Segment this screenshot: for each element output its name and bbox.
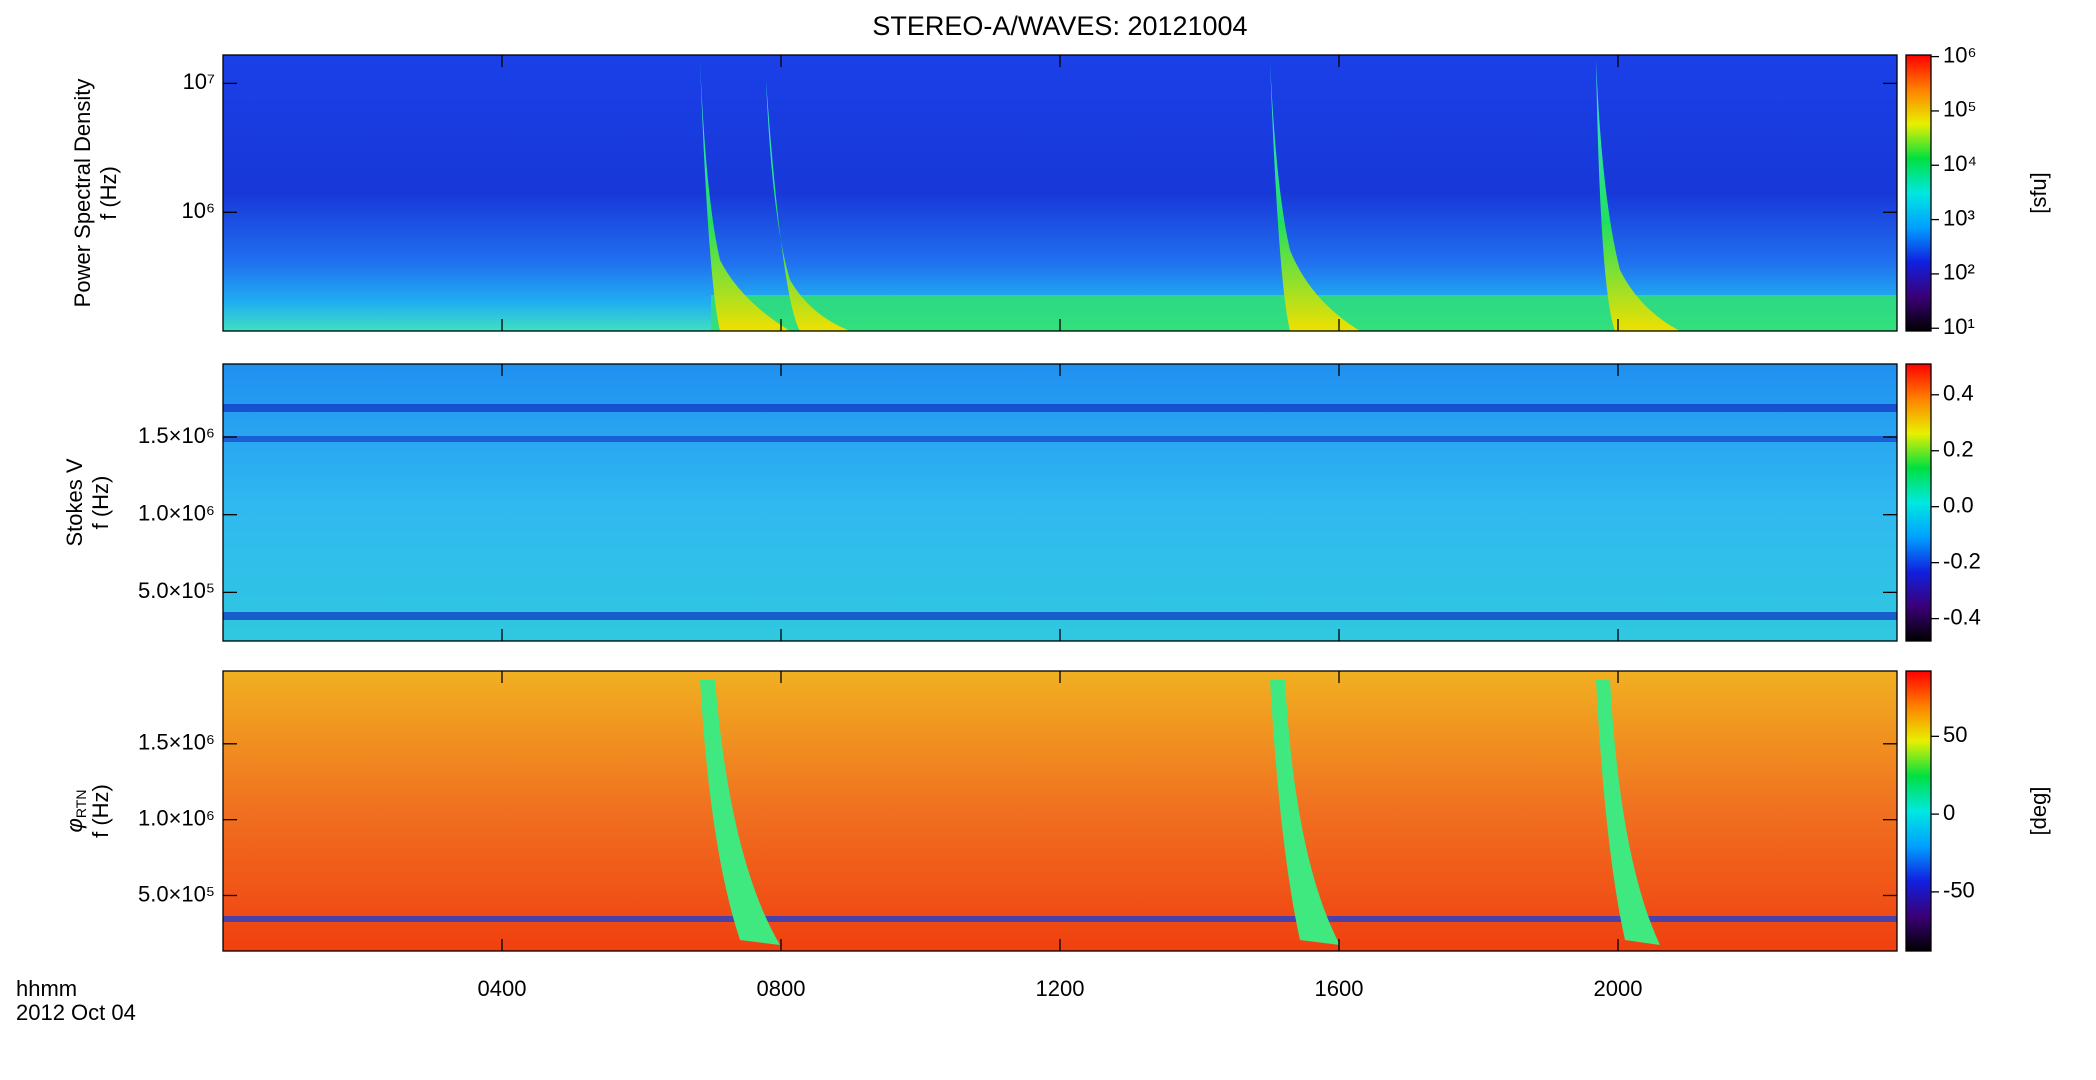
colorbar: [1905, 670, 1932, 952]
spectrogram-image: [223, 671, 1897, 951]
burst: [700, 680, 780, 945]
y-tick-label: 10⁶: [181, 198, 215, 223]
x-tick-label: 0400: [478, 976, 527, 1001]
y-tick-label: 1.0×10⁶: [138, 805, 215, 830]
y-axis-label-text: f (Hz): [96, 166, 121, 220]
colorbar-tick-label: 10⁴: [1943, 151, 1977, 176]
plot-frame: [222, 363, 1898, 642]
x-tick-label: 2000: [1594, 976, 1643, 1001]
colorbar-tick-label: 50: [1943, 722, 1967, 747]
y-tick-label: 10⁷: [183, 69, 215, 94]
y-axis-label: f (Hz): [96, 166, 121, 220]
y-axis-label-text: f (Hz): [88, 784, 113, 838]
colorbar-tick-label: 10⁵: [1943, 97, 1977, 122]
band-line: [223, 612, 1897, 620]
x-tick-label: 1600: [1315, 976, 1364, 1001]
y-axis-label: φRTN: [62, 790, 89, 833]
y-tick-label: 1.0×10⁶: [138, 501, 215, 526]
y-tick-label: 1.5×10⁶: [138, 423, 215, 448]
burst: [1270, 60, 1360, 331]
spectrogram-image: [223, 55, 1897, 331]
colorbar: [1905, 363, 1932, 642]
y-axis-label-text: f (Hz): [88, 476, 113, 530]
colorbar-tick-label: -50: [1943, 878, 1975, 903]
colorbar-label: [deg]: [2026, 787, 2051, 836]
y-tick-label: 1.5×10⁶: [138, 730, 215, 755]
band-line: [223, 916, 1897, 922]
plots: [223, 55, 1897, 951]
band-line: [223, 436, 1897, 442]
y-axis-label-text: φ: [62, 818, 87, 832]
colorbar-tick-label: -0.2: [1943, 548, 1981, 573]
y-axis-label-text: Stokes V: [62, 458, 87, 546]
y-tick-label: 5.0×10⁵: [138, 578, 215, 603]
colorbar-tick-label: 10³: [1943, 205, 1975, 230]
colorbar-tick-label: 0.4: [1943, 381, 1974, 406]
x-axis-sublabel: 2012 Oct 04: [16, 1000, 136, 1025]
burst: [1270, 680, 1340, 945]
plot-frame: [222, 54, 1898, 332]
y-axis-label-text: Power Spectral Density: [70, 79, 95, 308]
colorbar-label: [sfu]: [2026, 172, 2051, 214]
y-axis-label: f (Hz): [88, 784, 113, 838]
y-axis-label: Power Spectral Density: [70, 79, 95, 308]
x-tick-label: 1200: [1036, 976, 1085, 1001]
colorbar-tick-label: 0.0: [1943, 493, 1974, 518]
y-tick-label: 5.0×10⁵: [138, 881, 215, 906]
y-axis-label: Stokes V: [62, 458, 87, 546]
chart-title: STEREO-A/WAVES: 20121004: [872, 11, 1247, 41]
colorbar-tick-label: 10⁶: [1943, 42, 1977, 67]
band-line: [223, 404, 1897, 412]
burst: [1596, 680, 1660, 945]
x-tick-label: 0800: [757, 976, 806, 1001]
colorbar: [1905, 54, 1932, 332]
decoration: [223, 60, 1897, 945]
x-axis-label: hhmm: [16, 976, 77, 1001]
colorbar-tick-label: 10²: [1943, 260, 1975, 285]
burst: [1596, 60, 1680, 331]
colorbar-tick-label: 10¹: [1943, 314, 1975, 339]
colorbar-tick-label: 0: [1943, 800, 1955, 825]
colorbar-tick-label: 0.2: [1943, 437, 1974, 462]
colorbar-tick-label: -0.4: [1943, 604, 1981, 629]
plot-frame: [222, 670, 1898, 952]
y-axis-label: f (Hz): [88, 476, 113, 530]
y-axis-label-subscript: RTN: [73, 790, 89, 819]
